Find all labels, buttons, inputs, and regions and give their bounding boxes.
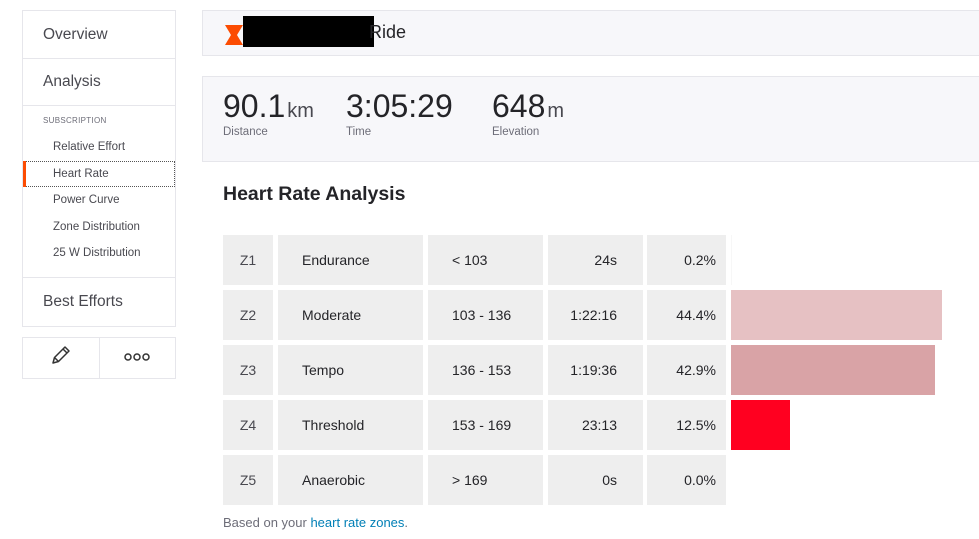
zone-time: 1:22:16: [548, 290, 643, 340]
section-title: Heart Rate Analysis: [223, 183, 406, 205]
elevation-unit: m: [547, 100, 565, 122]
subscription-section: SUBSCRIPTION Relative Effort Heart Rate …: [23, 106, 175, 278]
distance-label: Distance: [223, 126, 268, 138]
heart-rate-zones-link[interactable]: heart rate zones: [310, 515, 405, 530]
zone-row-z2: Z2 Moderate 103 - 136 1:22:16 44.4%: [223, 290, 979, 340]
zone-range: 136 - 153: [428, 345, 543, 395]
zone-row-z1: Z1 Endurance < 103 24s 0.2%: [223, 235, 979, 285]
zone-name: Threshold: [278, 400, 423, 450]
zone-label: Z5: [223, 455, 273, 505]
sidebar-item-25w-distribution[interactable]: 25 W Distribution: [53, 247, 141, 260]
sidebar-item-power-curve[interactable]: Power Curve: [53, 194, 120, 207]
footnote-prefix: Based on your: [223, 515, 311, 530]
zone-percent: 44.4%: [647, 290, 726, 340]
zone-time: 24s: [548, 235, 643, 285]
elevation-label: Elevation: [492, 126, 540, 138]
stat-distance: 90.1 km Distance: [223, 87, 314, 138]
zone-row-z5: Z5 Anaerobic > 169 0s 0.0%: [223, 455, 979, 505]
edit-button[interactable]: [23, 338, 99, 378]
pencil-icon: [49, 343, 73, 372]
footnote: Based on your heart rate zones.: [223, 515, 408, 530]
zone-label: Z2: [223, 290, 273, 340]
zone-range: > 169: [428, 455, 543, 505]
activity-title: Ride: [369, 22, 407, 42]
subscription-heading: SUBSCRIPTION: [43, 116, 107, 125]
zone-percent: 42.9%: [647, 345, 726, 395]
sidebar-item-heart-rate[interactable]: Heart Rate: [23, 160, 175, 187]
activity-header: Ride: [202, 10, 979, 56]
zone-time: 23:13: [548, 400, 643, 450]
stat-time: 3:05:29 Time: [346, 87, 453, 138]
zone-label: Z4: [223, 400, 273, 450]
zone-bar: [731, 235, 732, 285]
zone-name: Endurance: [278, 235, 423, 285]
elevation-value: 648: [492, 88, 546, 124]
zone-range: < 103: [428, 235, 543, 285]
distance-unit: km: [287, 100, 314, 122]
zone-name: Anaerobic: [278, 455, 423, 505]
sidebar-item-best-efforts[interactable]: Best Efforts: [43, 292, 123, 310]
zone-range: 103 - 136: [428, 290, 543, 340]
more-button[interactable]: [98, 337, 176, 378]
zone-bar: [731, 290, 942, 340]
zone-row-z3: Z3 Tempo 136 - 153 1:19:36 42.9%: [223, 345, 979, 395]
redacted-name: [243, 16, 374, 47]
action-bar: [22, 336, 176, 379]
zone-label: Z3: [223, 345, 273, 395]
zone-percent: 0.2%: [647, 235, 726, 285]
sidebar-item-zone-distribution[interactable]: Zone Distribution: [53, 220, 140, 233]
zone-time: 1:19:36: [548, 345, 643, 395]
footnote-suffix: .: [404, 515, 409, 530]
stat-elevation: 648 m Elevation: [492, 87, 564, 138]
sidebar: Overview Analysis SUBSCRIPTION Relative …: [22, 10, 176, 379]
zone-label: Z1: [223, 235, 273, 285]
time-value: 3:05:29: [346, 88, 453, 124]
ride-icon: [225, 25, 243, 45]
zone-bar: [731, 345, 935, 395]
sidebar-item-overview[interactable]: Overview: [23, 11, 175, 59]
zone-name: Tempo: [278, 345, 423, 395]
zone-bar: [731, 400, 790, 450]
zone-time: 0s: [548, 455, 643, 505]
activity-stats: 90.1 km Distance 3:05:29 Time 648 m Elevat…: [202, 76, 979, 162]
zone-percent: 12.5%: [647, 400, 726, 450]
zone-name: Moderate: [278, 290, 423, 340]
sidebar-nav: Overview Analysis SUBSCRIPTION Relative …: [22, 10, 176, 327]
distance-value: 90.1: [223, 88, 286, 124]
zone-percent: 0.0%: [647, 455, 726, 505]
sidebar-item-relative-effort[interactable]: Relative Effort: [53, 141, 126, 154]
time-label: Time: [346, 126, 372, 138]
sidebar-item-analysis[interactable]: Analysis: [23, 59, 175, 106]
zone-row-z4: Z4 Threshold 153 - 169 23:13 12.5%: [223, 400, 979, 450]
zone-range: 153 - 169: [428, 400, 543, 450]
more-icon: [124, 349, 150, 367]
